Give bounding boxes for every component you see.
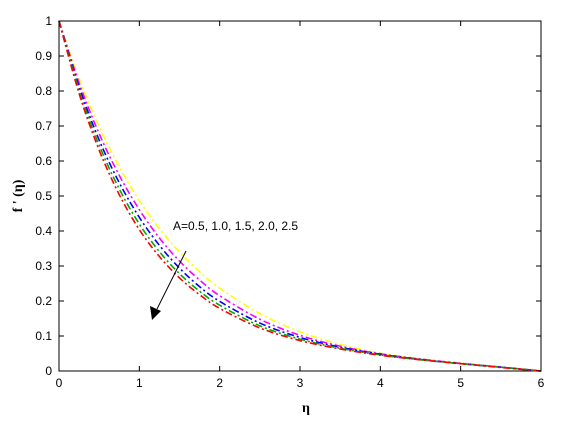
y-tick-label: 0.8 bbox=[35, 84, 52, 98]
trend-arrow bbox=[150, 250, 187, 320]
x-tick-label: 4 bbox=[377, 376, 384, 390]
y-axis-ticks: 0 0.1 0.2 0.3 0.4 0.5 0.6 0.7 0.8 0.9 1 bbox=[35, 14, 541, 378]
y-tick-label: 0.2 bbox=[35, 294, 52, 308]
y-tick-label: 0.5 bbox=[35, 189, 52, 203]
x-axis-label: η bbox=[302, 401, 310, 416]
plot-area bbox=[58, 20, 542, 372]
y-tick-label: 0.9 bbox=[35, 49, 52, 63]
y-tick-label: 0.3 bbox=[35, 259, 52, 273]
y-tick-label: 0 bbox=[45, 364, 52, 378]
y-axis-label: f ' (η) bbox=[11, 179, 26, 212]
x-tick-label: 5 bbox=[457, 376, 464, 390]
y-tick-label: 0.4 bbox=[35, 224, 52, 238]
x-tick-label: 1 bbox=[136, 376, 143, 390]
x-tick-label: 6 bbox=[538, 376, 545, 390]
x-axis-ticks: 0 1 2 3 4 5 6 bbox=[56, 21, 545, 390]
parameter-annotation: A=0.5, 1.0, 1.5, 2.0, 2.5 bbox=[173, 219, 298, 233]
y-tick-label: 0.6 bbox=[35, 154, 52, 168]
y-tick-label: 0.1 bbox=[35, 329, 52, 343]
series-layer bbox=[58, 20, 542, 372]
y-tick-label: 0.7 bbox=[35, 119, 52, 133]
x-tick-label: 3 bbox=[297, 376, 304, 390]
series-line-5 bbox=[58, 20, 542, 372]
x-tick-label: 2 bbox=[216, 376, 223, 390]
x-tick-label: 0 bbox=[56, 376, 63, 390]
y-tick-label: 1 bbox=[45, 14, 52, 28]
